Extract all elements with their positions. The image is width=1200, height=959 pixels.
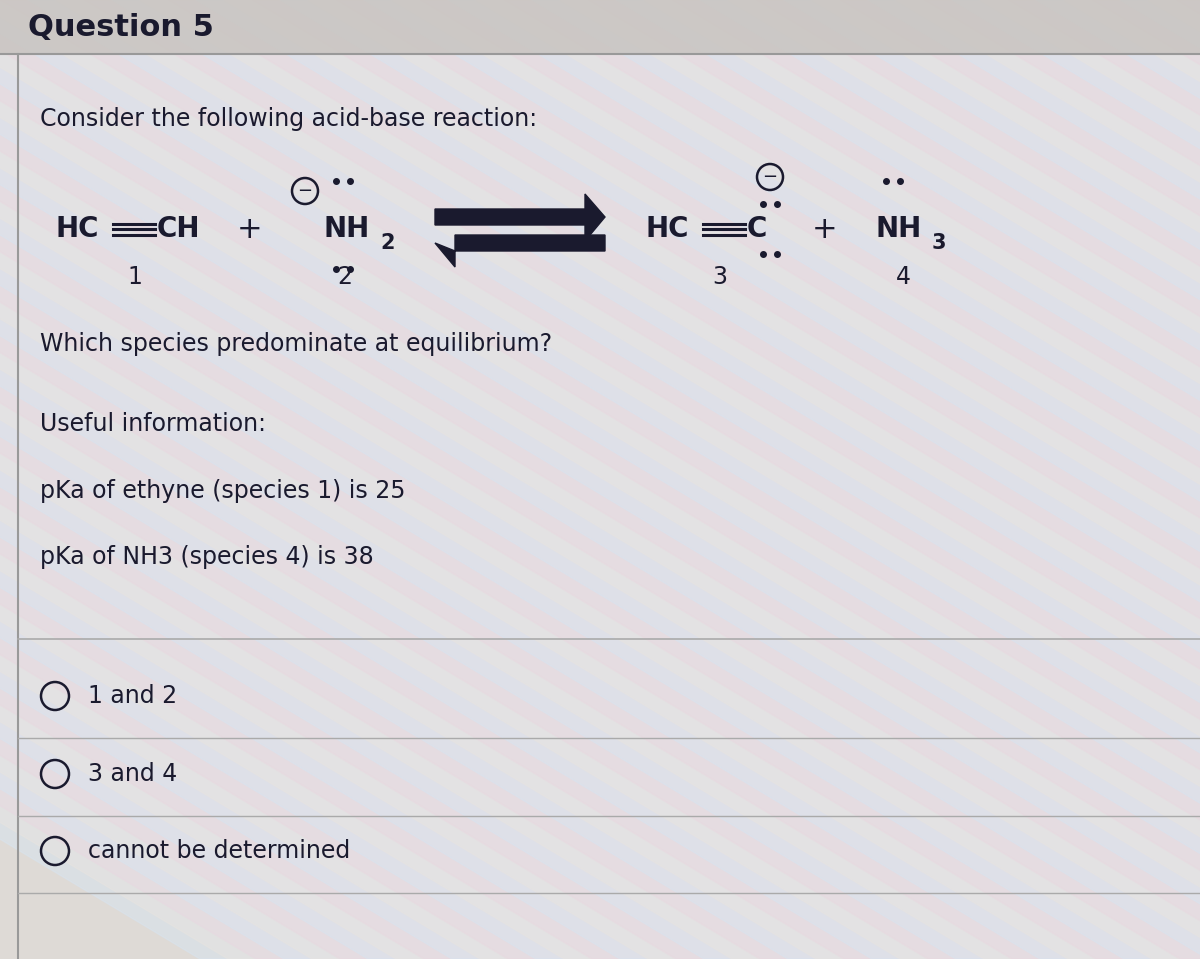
Polygon shape	[1120, 0, 1200, 959]
Polygon shape	[0, 0, 600, 959]
Polygon shape	[812, 0, 1200, 959]
Polygon shape	[0, 0, 1104, 959]
Polygon shape	[756, 0, 1200, 959]
FancyBboxPatch shape	[0, 0, 1200, 54]
Polygon shape	[0, 0, 1020, 959]
Polygon shape	[252, 0, 1200, 959]
Polygon shape	[436, 235, 605, 267]
Polygon shape	[1008, 0, 1200, 959]
Polygon shape	[532, 0, 1200, 959]
Polygon shape	[224, 0, 1200, 959]
Polygon shape	[0, 0, 684, 959]
Polygon shape	[728, 0, 1200, 959]
Polygon shape	[0, 0, 628, 959]
Polygon shape	[1036, 0, 1200, 959]
Text: −: −	[298, 182, 312, 200]
Polygon shape	[0, 0, 908, 959]
Polygon shape	[644, 0, 1200, 959]
Polygon shape	[588, 0, 1200, 959]
Text: C: C	[746, 215, 767, 243]
Text: 1: 1	[127, 265, 143, 289]
Text: 3: 3	[932, 233, 947, 253]
Text: Question 5: Question 5	[28, 12, 214, 41]
Text: 2: 2	[337, 265, 353, 289]
Polygon shape	[1176, 0, 1200, 959]
Text: +: +	[238, 215, 263, 244]
Polygon shape	[0, 0, 712, 959]
Text: CH: CH	[157, 215, 200, 243]
Polygon shape	[840, 0, 1200, 959]
Text: cannot be determined: cannot be determined	[88, 839, 350, 863]
Polygon shape	[392, 0, 1200, 959]
Polygon shape	[0, 0, 1160, 959]
Polygon shape	[196, 0, 1200, 959]
Text: Useful information:: Useful information:	[40, 412, 266, 436]
Polygon shape	[560, 0, 1200, 959]
Polygon shape	[616, 0, 1200, 959]
Text: 3 and 4: 3 and 4	[88, 762, 178, 786]
Polygon shape	[672, 0, 1200, 959]
Polygon shape	[0, 0, 656, 959]
Polygon shape	[0, 0, 796, 959]
Polygon shape	[84, 0, 1200, 959]
Polygon shape	[140, 0, 1200, 959]
Text: 3: 3	[713, 265, 727, 289]
Polygon shape	[868, 0, 1200, 959]
Polygon shape	[364, 0, 1200, 959]
Polygon shape	[56, 0, 1200, 959]
Polygon shape	[1064, 0, 1200, 959]
Text: 4: 4	[895, 265, 911, 289]
Polygon shape	[436, 194, 605, 241]
Polygon shape	[0, 0, 1076, 959]
Polygon shape	[0, 0, 852, 959]
Polygon shape	[0, 0, 1132, 959]
Polygon shape	[28, 0, 1200, 959]
Polygon shape	[448, 0, 1200, 959]
Polygon shape	[700, 0, 1200, 959]
Polygon shape	[504, 0, 1200, 959]
Polygon shape	[112, 0, 1200, 959]
Text: NH: NH	[875, 215, 922, 243]
Polygon shape	[168, 0, 1200, 959]
Polygon shape	[924, 0, 1200, 959]
Text: NH: NH	[323, 215, 370, 243]
Text: HC: HC	[55, 215, 98, 243]
Polygon shape	[336, 0, 1200, 959]
Polygon shape	[0, 0, 992, 959]
Polygon shape	[1092, 0, 1200, 959]
Polygon shape	[0, 0, 1048, 959]
Text: pKa of NH3 (species 4) is 38: pKa of NH3 (species 4) is 38	[40, 545, 373, 569]
Text: +: +	[812, 215, 838, 244]
Polygon shape	[784, 0, 1200, 959]
Polygon shape	[1148, 0, 1200, 959]
Polygon shape	[476, 0, 1200, 959]
Polygon shape	[0, 0, 824, 959]
